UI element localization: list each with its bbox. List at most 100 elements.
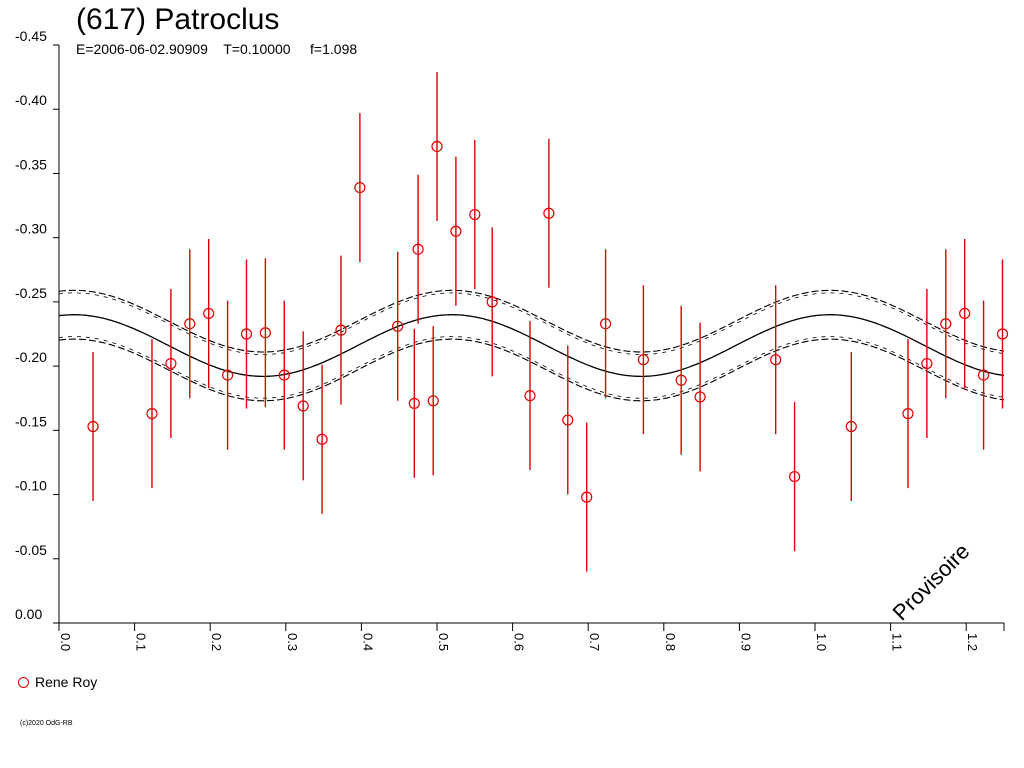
model-curve-lower-alt <box>58 336 1005 399</box>
x-tick-label: 0.3 <box>285 633 300 651</box>
data-point <box>354 113 366 263</box>
point-marker <box>637 354 649 366</box>
data-point <box>146 339 158 489</box>
chart-subtitle: E=2006-06-02.90909 T=0.10000 f=1.098 <box>76 41 358 57</box>
point-marker <box>694 391 706 403</box>
data-point <box>278 300 290 450</box>
point-marker <box>203 307 215 320</box>
point-marker <box>278 369 290 381</box>
data-point <box>392 251 404 401</box>
y-tick-label: -0.10 <box>15 478 47 494</box>
point-marker <box>469 208 481 221</box>
data-point <box>165 289 177 439</box>
data-point <box>221 300 234 450</box>
data-point <box>977 300 990 450</box>
data-point <box>87 351 99 501</box>
point-marker <box>87 420 99 433</box>
point-marker <box>675 374 687 386</box>
point-marker <box>165 357 177 370</box>
y-tick-label: -0.15 <box>15 413 47 429</box>
data-point <box>996 259 1009 409</box>
x-tick-label: 0.5 <box>436 633 451 651</box>
x-tick-label: 0.9 <box>738 633 753 651</box>
data-point <box>412 174 424 324</box>
y-tick-label: -0.35 <box>15 156 47 172</box>
data-point <box>316 364 328 514</box>
y-tick-label: -0.40 <box>15 92 47 108</box>
point-marker <box>297 400 309 412</box>
data-point <box>788 402 801 552</box>
data-point <box>959 238 971 388</box>
legend-label: Rene Roy <box>35 674 98 690</box>
y-tick-label: -0.05 <box>15 542 47 558</box>
data-point <box>427 326 439 476</box>
x-tick-label: 1.0 <box>814 633 829 651</box>
point-marker <box>543 207 555 219</box>
data-point <box>408 328 420 478</box>
point-marker <box>581 491 593 503</box>
data-point <box>921 289 933 439</box>
model-curves <box>58 289 1005 402</box>
chart-axes: -0.45 -0.40 -0.35 -0.30 -0.25 -0.20 -0.15 -0.10… <box>15 28 1005 651</box>
point-marker <box>599 318 612 330</box>
point-marker <box>431 140 443 153</box>
data-point <box>902 339 914 489</box>
x-tick-label: 0.7 <box>587 633 602 651</box>
x-tick-label: 1.2 <box>965 633 980 651</box>
legend-circle-icon <box>18 676 29 688</box>
x-tick-label: 1.1 <box>890 633 905 651</box>
data-point <box>297 331 309 481</box>
model-curve-mean <box>58 314 1005 378</box>
point-marker <box>770 354 782 366</box>
x-tick-label: 0.6 <box>512 633 527 651</box>
data-point <box>486 227 498 377</box>
point-marker <box>427 395 439 407</box>
data-point <box>450 156 462 306</box>
data-points <box>87 71 1009 572</box>
point-marker <box>412 243 424 255</box>
point-marker <box>221 369 234 381</box>
legend: Rene Roy <box>18 674 97 690</box>
point-marker <box>316 433 328 445</box>
data-point <box>203 238 215 388</box>
point-marker <box>408 397 420 409</box>
point-marker <box>354 181 366 194</box>
data-point <box>770 285 782 435</box>
y-tick-label: 0.00 <box>15 606 42 622</box>
x-tick-label: 0.8 <box>663 633 678 651</box>
data-point <box>845 351 857 501</box>
data-point <box>184 249 196 399</box>
point-marker <box>184 318 196 330</box>
model-curve-lower <box>58 338 1005 402</box>
x-tick-label: 0.4 <box>360 633 375 651</box>
model-curve-upper <box>58 289 1005 353</box>
x-tick-label: 0.2 <box>209 633 224 651</box>
point-marker <box>146 408 158 420</box>
point-marker <box>940 318 952 330</box>
point-marker <box>562 414 574 426</box>
point-marker <box>996 328 1009 340</box>
point-marker <box>959 307 971 320</box>
data-point <box>562 345 574 495</box>
point-marker <box>524 390 536 402</box>
data-point <box>637 285 649 435</box>
point-marker <box>392 320 404 332</box>
chart-title: (617) Patroclus <box>76 3 280 36</box>
model-curve-upper-alt <box>58 292 1005 355</box>
point-marker <box>921 357 933 370</box>
data-point <box>524 321 536 471</box>
data-point <box>675 305 687 455</box>
point-marker <box>259 327 271 339</box>
data-point <box>431 71 443 221</box>
point-marker <box>845 420 857 433</box>
data-point <box>543 138 555 288</box>
data-point <box>694 322 706 472</box>
y-tick-label: -0.30 <box>15 221 47 237</box>
x-tick-label: 0.0 <box>58 633 73 651</box>
data-point <box>599 249 612 399</box>
point-marker <box>240 328 253 340</box>
data-point <box>581 422 593 572</box>
y-tick-label: -0.20 <box>15 349 47 365</box>
copyright-notice: (c)2020 OdG-RB <box>20 720 73 727</box>
